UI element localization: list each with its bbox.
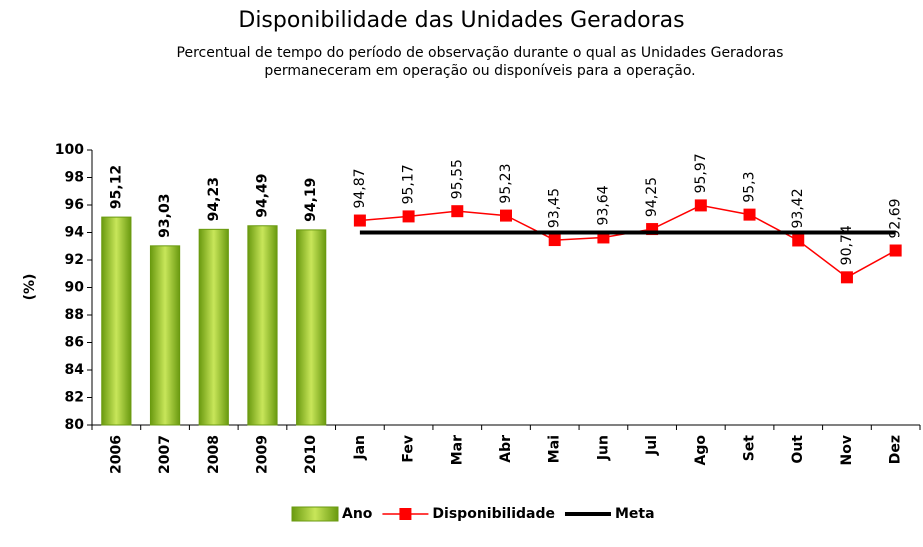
bar [247,225,278,426]
y-tick-label: 94 [65,225,85,241]
x-tick-label: Abr [498,435,514,463]
x-tick-label: Jan [352,435,368,461]
bar [101,216,132,426]
x-tick-label: Jul [644,435,660,456]
bar [296,229,327,426]
chart-title: Disponibilidade das Unidades Geradoras [238,8,685,33]
data-label: 94,25 [644,177,660,217]
data-point [353,214,366,227]
data-line [359,204,897,279]
y-tick-label: 84 [65,362,85,378]
x-tick-label: 2007 [157,435,173,474]
data-point [792,234,805,247]
x-tick-label: 2006 [108,435,124,474]
data-label: 93,45 [547,188,563,228]
x-tick-label: 2008 [206,435,222,474]
y-tick-label: 100 [55,142,84,158]
data-point [694,199,707,212]
x-tick-label: 2009 [254,435,270,474]
bar [149,245,181,426]
data-point [451,205,464,218]
data-label: 95,17 [401,164,417,204]
chart-subtitle: Percentual de tempo do período de observ… [176,45,784,79]
data-label: 90,74 [839,225,855,265]
legend-swatch [291,506,339,522]
y-tick-label: 86 [65,335,84,351]
y-tick-label: 80 [65,417,85,433]
y-tick-label: 82 [65,390,84,406]
data-label: 92,69 [888,198,904,238]
data-label: 93,03 [157,194,173,238]
data-label: 94,49 [254,173,270,217]
data-point [840,271,853,284]
data-label: 93,64 [595,185,611,225]
data-label: 95,55 [449,159,465,199]
legend-label: Meta [615,506,655,522]
bar [198,228,229,426]
y-tick-label: 90 [65,280,85,296]
legend-label: Disponibilidade [432,506,555,522]
x-tick-label: Fev [401,435,417,463]
x-tick-label: Jun [595,435,611,461]
x-tick-label: Set [742,435,758,462]
legend-swatch [399,508,412,520]
x-tick-label: 2010 [303,435,319,474]
y-tick-label: 96 [65,197,84,213]
data-label: 95,12 [108,165,124,209]
data-point [889,244,902,257]
data-label: 95,3 [742,171,758,202]
data-label: 94,23 [206,177,222,221]
data-point [548,234,561,247]
x-tick-label: Mar [449,435,465,465]
y-tick-label: 88 [65,307,84,323]
x-tick-label: Mai [547,435,563,463]
y-axis-label: (%) [22,274,38,301]
x-tick-label: Ago [693,435,709,466]
data-point [402,210,415,223]
data-label: 94,19 [303,178,319,222]
x-tick-label: Nov [839,435,855,465]
x-tick-label: Out [790,435,806,464]
data-label: 93,42 [790,188,806,228]
y-tick-label: 98 [65,170,84,186]
data-label: 94,87 [352,168,368,208]
data-point [743,208,756,221]
data-label: 95,97 [693,153,709,193]
x-tick-label: Dez [888,435,904,464]
y-tick-label: 92 [65,252,84,268]
data-point [500,209,512,222]
data-label: 95,23 [498,163,514,203]
legend-label: Ano [342,506,373,522]
